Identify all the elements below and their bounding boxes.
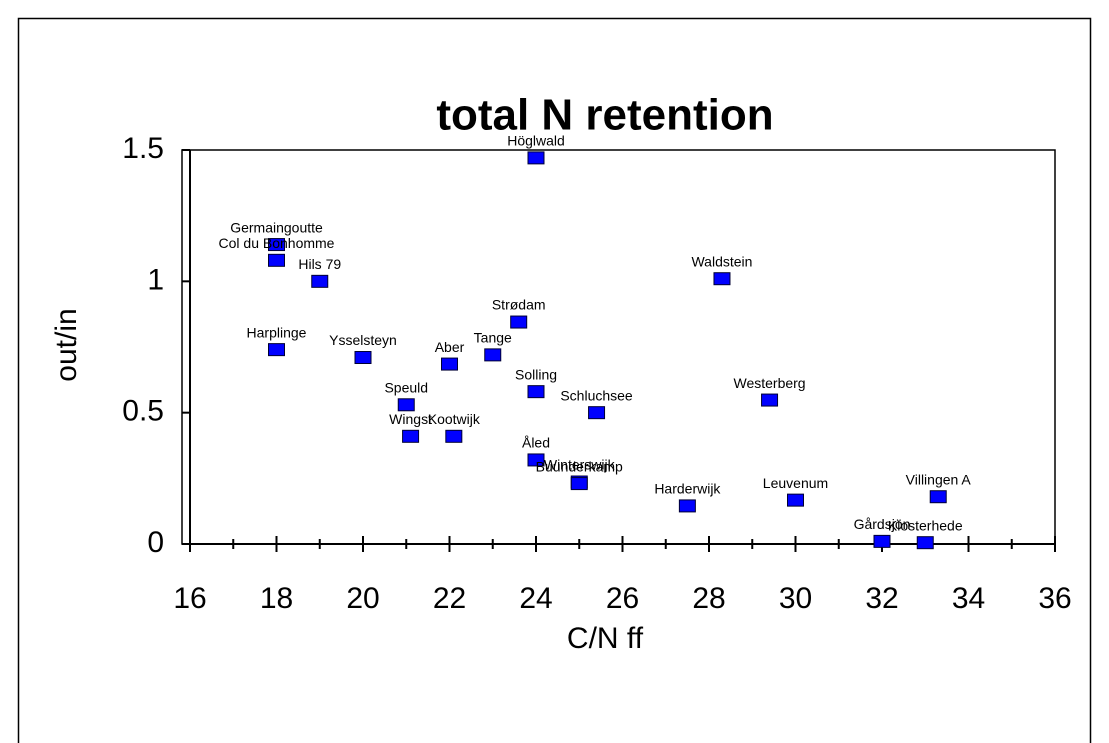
x-tick-label: 30 (779, 582, 812, 615)
point-label: Ysselsteyn (329, 332, 397, 348)
point-label: Wingst (389, 411, 432, 427)
point (268, 253, 285, 267)
point-label: Harplinge (247, 324, 307, 340)
point-label: Kootwijk (428, 411, 481, 427)
x-tick-label: 24 (519, 582, 552, 615)
x-tick-label: 34 (952, 582, 985, 615)
point (588, 406, 606, 420)
point (445, 429, 463, 443)
point (484, 348, 502, 362)
y-tick-label: 0 (147, 526, 164, 559)
frame (17, 17, 1092, 743)
point-label: Gårdsjön (854, 516, 911, 532)
y-axis-label: out/in (50, 308, 83, 381)
point (929, 490, 947, 504)
x-tick-label: 16 (173, 582, 206, 615)
point (787, 493, 804, 507)
x-tick-label: 28 (692, 582, 725, 615)
point-label: Harderwijk (654, 481, 721, 497)
point (397, 398, 415, 412)
point (678, 499, 696, 513)
chart-title: total N retention (436, 91, 773, 140)
point-label: Buunderkamp (536, 458, 623, 474)
y-tick-label: 0.5 (122, 395, 164, 428)
point-label: Waldstein (691, 253, 752, 269)
x-tick-label: 26 (606, 582, 639, 615)
point (527, 385, 545, 399)
x-tick-label: 18 (260, 582, 293, 615)
point (713, 272, 731, 286)
point-label: Speuld (384, 379, 428, 395)
point (354, 351, 372, 365)
point-label: Germaingoutte (230, 219, 323, 235)
point (570, 477, 588, 491)
point (510, 315, 528, 329)
x-tick-label: 20 (346, 582, 379, 615)
point (873, 534, 891, 548)
point-label: Tange (474, 330, 512, 346)
point (761, 393, 779, 407)
point (268, 238, 285, 252)
point (916, 536, 934, 550)
point-label: Leuvenum (763, 475, 828, 491)
point (441, 357, 458, 371)
point (527, 453, 545, 467)
x-tick-label: 22 (433, 582, 466, 615)
point-label: Åled (522, 435, 550, 451)
point (311, 274, 329, 288)
point (527, 151, 545, 165)
point (402, 429, 420, 443)
y-tick-label: 1.5 (122, 132, 164, 165)
point-label: Winterswijk (544, 457, 616, 473)
point-label: Höglwald (507, 133, 565, 149)
point-label: Aber (435, 339, 465, 355)
point-label: Strødam (492, 297, 546, 313)
x-axis-label: C/N ff (567, 622, 644, 655)
point-label: Hils 79 (298, 256, 341, 272)
point-label: Solling (515, 366, 557, 382)
point (268, 343, 285, 357)
point-label: Col du Bonhomme (219, 235, 335, 251)
point-label: Schluchsee (560, 387, 633, 403)
x-tick-label: 32 (865, 582, 898, 615)
y-tick-label: 1 (147, 263, 164, 296)
point-label: Klosterhede (888, 517, 963, 533)
x-tick-label: 36 (1038, 582, 1071, 615)
point-label: Villingen A (906, 471, 972, 487)
point-label: Westerberg (733, 375, 805, 391)
